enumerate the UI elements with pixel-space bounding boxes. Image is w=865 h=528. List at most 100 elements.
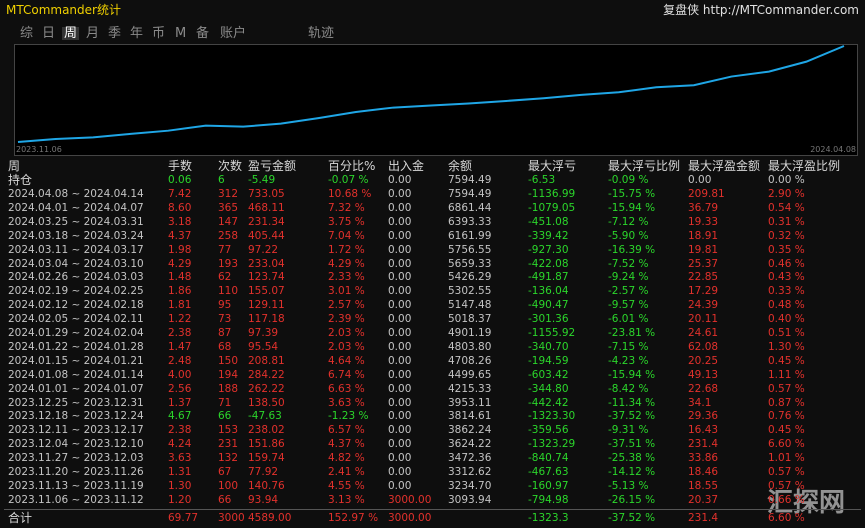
cell: 49.13 bbox=[688, 368, 719, 381]
tab[interactable]: 月 bbox=[86, 26, 100, 41]
cell: -160.97 bbox=[528, 479, 569, 492]
cell: 3.75 % bbox=[328, 215, 365, 228]
cell: 0.76 % bbox=[768, 410, 805, 423]
week-row-label: 2023.12.25 ~ 2023.12.31 bbox=[8, 396, 144, 409]
cell: 33.86 bbox=[688, 452, 719, 465]
cell: 0.00 bbox=[688, 174, 712, 186]
cell: 0.35 % bbox=[768, 243, 805, 256]
cell: 1.48 bbox=[168, 271, 192, 284]
column-header: 手数 bbox=[168, 159, 193, 173]
tab[interactable]: M bbox=[175, 26, 187, 41]
cell: 1.37 bbox=[168, 396, 192, 409]
week-row-label: 2024.01.29 ~ 2024.02.04 bbox=[8, 327, 144, 339]
cell: 18.55 bbox=[688, 479, 719, 492]
cell: 150 bbox=[218, 354, 239, 367]
cell: 0.33 % bbox=[768, 285, 805, 298]
cell: 0.00 bbox=[388, 452, 412, 465]
cell: 0.00 bbox=[388, 201, 412, 214]
column-header: 次数 bbox=[218, 159, 243, 173]
tab[interactable]: 年 bbox=[130, 26, 144, 41]
tab[interactable]: 备 bbox=[196, 26, 210, 41]
cell: -9.31 % bbox=[608, 424, 649, 437]
cell: 95.54 bbox=[248, 340, 279, 353]
cell: 3814.61 bbox=[448, 410, 492, 423]
tab[interactable]: 轨迹 bbox=[308, 26, 335, 41]
week-row-label: 2024.02.26 ~ 2024.03.03 bbox=[8, 271, 144, 284]
tab[interactable]: 账户 bbox=[220, 26, 247, 41]
tab[interactable]: 日 bbox=[42, 26, 56, 41]
cell: 231.34 bbox=[248, 215, 285, 228]
cell: -15.75 % bbox=[608, 188, 656, 200]
x-label: 2023.11.06 bbox=[16, 145, 62, 154]
cell: 5018.37 bbox=[448, 313, 492, 326]
cell: 2.48 bbox=[168, 354, 192, 367]
column-header: 百分比% bbox=[328, 159, 376, 173]
week-row-label: 2024.03.25 ~ 2024.03.31 bbox=[8, 215, 144, 228]
cell: 3.63 bbox=[168, 452, 192, 465]
cell: 2.57 % bbox=[328, 299, 365, 312]
cell: 6161.99 bbox=[448, 229, 492, 242]
cell: 0.00 bbox=[388, 327, 412, 339]
cell: -6.01 % bbox=[608, 313, 649, 326]
cell: 140.76 bbox=[248, 479, 285, 492]
cell: -422.08 bbox=[528, 257, 569, 270]
cell: 3624.22 bbox=[448, 438, 492, 451]
week-row-label: 2024.03.04 ~ 2024.03.10 bbox=[8, 257, 144, 270]
cell: -9.24 % bbox=[608, 271, 649, 284]
site-link[interactable]: 复盘侠 http://MTCommander.com bbox=[663, 3, 859, 17]
tab[interactable]: 季 bbox=[108, 26, 122, 41]
week-row-label: 2024.01.15 ~ 2024.01.21 bbox=[8, 354, 144, 367]
cell: 0.00 bbox=[388, 466, 412, 478]
week-row-label: 2023.11.27 ~ 2023.12.03 bbox=[8, 452, 144, 465]
column-header: 最大浮亏 bbox=[528, 159, 577, 173]
cell: -359.56 bbox=[528, 424, 569, 437]
cell: 66 bbox=[218, 410, 232, 423]
cell: 17.29 bbox=[688, 285, 719, 298]
cell: -340.70 bbox=[528, 340, 569, 353]
week-row-label: 2024.02.05 ~ 2024.02.11 bbox=[8, 313, 144, 326]
cell: 0.40 % bbox=[768, 313, 805, 326]
cell: 4.55 % bbox=[328, 479, 365, 492]
week-row-label: 2024.03.11 ~ 2024.03.17 bbox=[8, 243, 144, 256]
cell: -840.74 bbox=[528, 452, 569, 465]
cell: 62 bbox=[218, 271, 232, 284]
cell: 2.33 % bbox=[328, 271, 365, 284]
cell: 0.00 bbox=[388, 424, 412, 437]
cell: 4.37 % bbox=[328, 438, 365, 451]
cell: 10.68 % bbox=[328, 188, 372, 200]
cell: 19.33 bbox=[688, 215, 719, 228]
cell: -603.42 bbox=[528, 368, 569, 381]
cell: 8.60 bbox=[168, 201, 192, 214]
cell: 1.22 bbox=[168, 313, 192, 326]
cell: 4.67 bbox=[168, 410, 192, 423]
cell: -14.12 % bbox=[608, 466, 656, 478]
tab[interactable]: 周 bbox=[62, 26, 80, 41]
cell: 6.60 % bbox=[768, 512, 805, 524]
cell: 5147.48 bbox=[448, 299, 492, 312]
cell: 110 bbox=[218, 285, 239, 298]
cell: 468.11 bbox=[248, 201, 285, 214]
cell: 4.00 bbox=[168, 368, 192, 381]
cell: 20.25 bbox=[688, 354, 719, 367]
cell: 77 bbox=[218, 243, 232, 256]
cell: 7594.49 bbox=[448, 188, 492, 200]
week-row-label: 2024.02.12 ~ 2024.02.18 bbox=[8, 299, 144, 312]
cell: 3234.70 bbox=[448, 479, 492, 492]
cell: 188 bbox=[218, 382, 239, 395]
cell: 4589.00 bbox=[248, 512, 292, 524]
cell: 2.38 bbox=[168, 327, 192, 339]
cell: 147 bbox=[218, 215, 239, 228]
cell: -1323.29 bbox=[528, 438, 576, 451]
tab[interactable]: 币 bbox=[152, 26, 166, 41]
cell: 258 bbox=[218, 229, 239, 242]
week-row-label: 2023.11.20 ~ 2023.11.26 bbox=[8, 466, 144, 478]
cell: 3472.36 bbox=[448, 452, 492, 465]
cell: 1.98 bbox=[168, 243, 192, 256]
holding-label: 持仓 bbox=[8, 173, 33, 187]
cell: -15.94 % bbox=[608, 201, 656, 214]
cell: 0.00 bbox=[388, 243, 412, 256]
cell: -4.23 % bbox=[608, 354, 649, 367]
cell: 6.60 % bbox=[768, 438, 805, 451]
cell: 2.56 bbox=[168, 382, 192, 395]
tab[interactable]: 综 bbox=[20, 26, 34, 41]
